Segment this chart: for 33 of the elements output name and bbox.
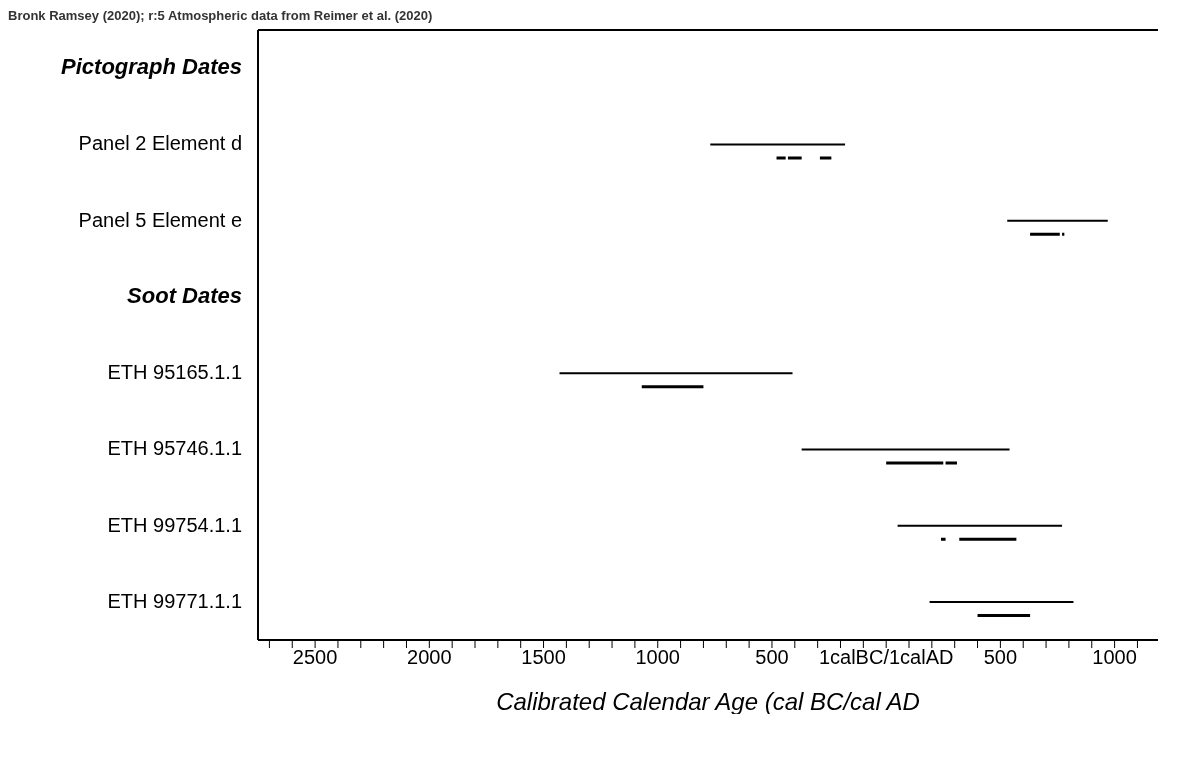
x-tick-label: 500 <box>983 646 1018 669</box>
bar <box>801 448 1010 451</box>
y-tick-label: Panel 2 Element d <box>78 132 242 155</box>
y-tick-label: ETH 99754.1.1 <box>107 513 242 536</box>
x-tick-label: 1calBC/1calAD <box>818 646 954 669</box>
bar <box>886 461 944 465</box>
bar <box>710 143 846 146</box>
y-tick-label: ETH 99771.1.1 <box>107 589 242 612</box>
x-tick-label: 2500 <box>292 646 338 669</box>
x-tick-label: 2000 <box>407 646 452 669</box>
bar <box>819 156 832 160</box>
bar <box>897 524 1063 527</box>
x-tick-label: 1500 <box>521 646 566 669</box>
bar <box>959 537 1017 541</box>
bar <box>977 614 1031 617</box>
y-tick-label: ETH 95165.1.1 <box>107 361 242 384</box>
bar <box>776 156 786 160</box>
bar <box>1030 232 1060 236</box>
bar <box>787 156 802 160</box>
x-tick-label: 500 <box>755 646 789 669</box>
bar <box>941 537 946 541</box>
bar <box>929 601 1074 603</box>
chart-title: Bronk Ramsey (2020); r:5 Atmospheric data from Reimer et al. (2020) <box>8 8 434 24</box>
y-tick-label: Soot Dates <box>127 282 242 308</box>
y-tick-label: Pictograph Dates <box>61 54 242 80</box>
bar <box>559 372 793 375</box>
x-tick-label: 1000 <box>1092 646 1137 669</box>
bar <box>641 385 704 389</box>
bar <box>1007 219 1108 222</box>
y-tick-label: Panel 5 Element e <box>78 208 242 231</box>
bar <box>945 461 957 465</box>
y-tick-label: ETH 95746.1.1 <box>107 437 242 460</box>
x-tick-label: 1000 <box>635 646 680 669</box>
